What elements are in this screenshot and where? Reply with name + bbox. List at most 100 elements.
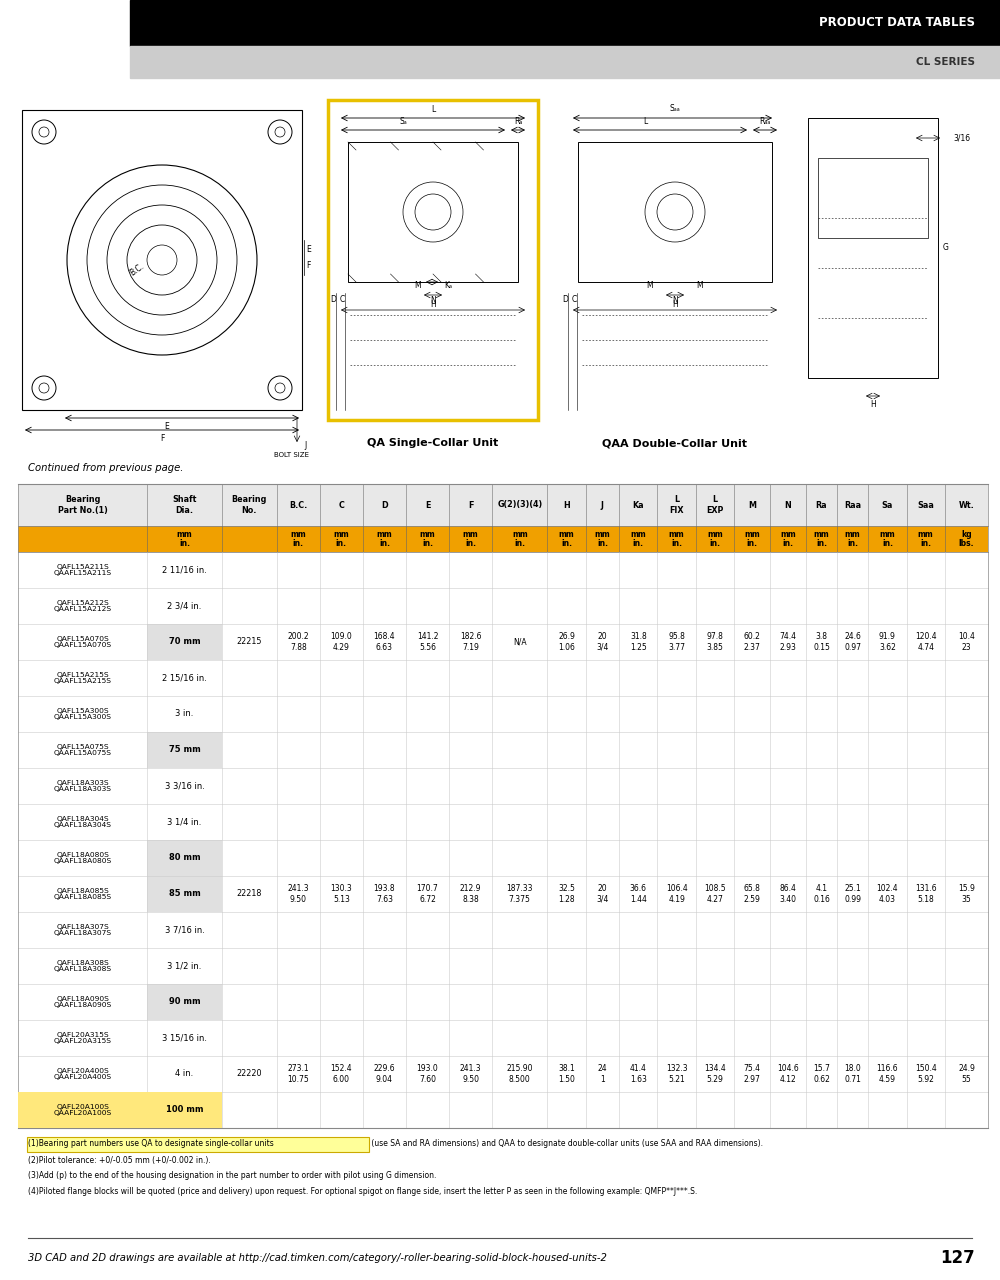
Text: QA Single-Collar Unit: QA Single-Collar Unit [367, 438, 499, 448]
Text: J: J [601, 500, 604, 509]
Text: QAFL20A400S
QAAFL20A400S: QAFL20A400S QAAFL20A400S [54, 1068, 112, 1080]
Text: (3)Add (p) to the end of the housing designation in the part number to order wit: (3)Add (p) to the end of the housing des… [28, 1171, 436, 1180]
Bar [18, 984, 988, 1020]
Text: 141.2
5.56: 141.2 5.56 [417, 632, 438, 652]
Text: 24
1: 24 1 [598, 1065, 607, 1084]
Text: Shaft
Dia.: Shaft Dia. [172, 495, 197, 515]
Text: N: N [672, 296, 678, 305]
Text: 3.8
0.15: 3.8 0.15 [813, 632, 830, 652]
Text: 25.1
0.99: 25.1 0.99 [844, 884, 861, 904]
Bar [18, 911, 988, 948]
Text: 134.4
5.29: 134.4 5.29 [704, 1065, 726, 1084]
Text: 170.7
6.72: 170.7 6.72 [417, 884, 438, 904]
Text: 3 1/2 in.: 3 1/2 in. [167, 961, 202, 970]
Text: QAFL15A300S
QAAFL15A300S: QAFL15A300S QAAFL15A300S [54, 708, 112, 721]
Text: QAFL15A070S
QAAFL15A070S: QAFL15A070S QAAFL15A070S [54, 636, 112, 649]
Text: E: E [306, 246, 311, 255]
Text: N/A: N/A [513, 637, 527, 646]
Text: Sₐₐ: Sₐₐ [670, 104, 680, 113]
Text: 4 in.: 4 in. [175, 1070, 194, 1079]
Bar [18, 623, 988, 660]
Text: L
FIX: L FIX [669, 495, 684, 515]
Text: E: E [165, 422, 169, 431]
Text: 104.6
4.12: 104.6 4.12 [777, 1065, 799, 1084]
Text: H: H [430, 300, 436, 308]
Text: mm
in.: mm in. [595, 530, 610, 548]
Text: 15.9
35: 15.9 35 [958, 884, 975, 904]
Text: 80 mm: 80 mm [169, 854, 200, 863]
Text: G(2)(3)(4): G(2)(3)(4) [497, 500, 542, 509]
Bar [18, 696, 988, 732]
Text: QAFL15A215S
QAAFL15A215S: QAFL15A215S QAAFL15A215S [54, 672, 112, 685]
Text: 200.2
7.88: 200.2 7.88 [287, 632, 309, 652]
Text: (use SA and RA dimensions) and QAA to designate double-collar units (use SAA and: (use SA and RA dimensions) and QAA to de… [369, 1139, 763, 1148]
Text: H: H [870, 399, 876, 410]
Text: mm
in.: mm in. [744, 530, 760, 548]
Text: C: C [339, 296, 345, 305]
Bar [328, 100, 538, 420]
Text: 24.9
55: 24.9 55 [958, 1065, 975, 1084]
Text: mm
in.: mm in. [512, 530, 528, 548]
Text: 38.1
1.50: 38.1 1.50 [558, 1065, 575, 1084]
Text: 3 7/16 in.: 3 7/16 in. [165, 925, 204, 934]
Bar [18, 804, 988, 840]
Text: QAFL15A211S
QAAFL15A211S: QAFL15A211S QAAFL15A211S [54, 563, 112, 576]
Text: CL SERIES: CL SERIES [916, 58, 975, 67]
Text: 3 in.: 3 in. [175, 709, 194, 718]
Bar [18, 732, 988, 768]
Bar [18, 1092, 988, 1128]
Text: 193.0
7.60: 193.0 7.60 [417, 1065, 438, 1084]
Text: 109.0
4.29: 109.0 4.29 [330, 632, 352, 652]
Text: 20
3/4: 20 3/4 [596, 632, 609, 652]
Text: QAFL20A315S
QAAFL20A315S: QAFL20A315S QAAFL20A315S [54, 1032, 112, 1044]
Text: 75 mm: 75 mm [169, 745, 200, 754]
Text: 3 3/16 in.: 3 3/16 in. [165, 782, 204, 791]
Text: B.C.: B.C. [128, 262, 146, 278]
Text: Saa: Saa [917, 500, 934, 509]
Text: 132.3
5.21: 132.3 5.21 [666, 1065, 687, 1084]
Text: 60.2
2.37: 60.2 2.37 [744, 632, 761, 652]
Bar [18, 526, 988, 552]
Text: Sa: Sa [882, 500, 893, 509]
Bar [808, 118, 938, 378]
Text: M: M [697, 280, 703, 289]
Text: Bearing
No.: Bearing No. [231, 495, 267, 515]
Bar [147, 1092, 222, 1128]
Text: mm
in.: mm in. [880, 530, 895, 548]
Text: 74.4
2.93: 74.4 2.93 [780, 632, 797, 652]
Text: 3 15/16 in.: 3 15/16 in. [162, 1033, 207, 1042]
Text: G: G [943, 243, 949, 252]
Text: QAFL18A307S
QAAFL18A307S: QAFL18A307S QAAFL18A307S [54, 924, 112, 937]
Text: 70 mm: 70 mm [169, 637, 200, 646]
Text: 182.6
7.19: 182.6 7.19 [460, 632, 481, 652]
FancyBboxPatch shape [27, 1137, 369, 1152]
Text: Rₐ: Rₐ [514, 116, 522, 125]
Text: L: L [431, 105, 435, 114]
Text: Sₐ: Sₐ [399, 116, 407, 125]
Text: F: F [306, 261, 310, 270]
Text: 86.4
3.40: 86.4 3.40 [780, 884, 797, 904]
Text: 75.4
2.97: 75.4 2.97 [744, 1065, 761, 1084]
Bar [18, 1056, 988, 1092]
Text: Ka: Ka [633, 500, 644, 509]
Text: 130.3
5.13: 130.3 5.13 [330, 884, 352, 904]
Bar [578, 142, 772, 282]
Text: 187.33
7.375: 187.33 7.375 [507, 884, 533, 904]
Bar [147, 876, 222, 911]
Text: J: J [304, 440, 306, 449]
Text: D: D [562, 296, 568, 305]
Text: QAFL15A212S
QAAFL15A212S: QAFL15A212S QAAFL15A212S [54, 599, 112, 612]
Text: C: C [338, 500, 344, 509]
Text: QAFL20A100S
QAAFL20A100S: QAFL20A100S QAAFL20A100S [54, 1103, 112, 1116]
Text: D: D [381, 500, 388, 509]
Text: 102.4
4.03: 102.4 4.03 [877, 884, 898, 904]
Text: 212.9
8.38: 212.9 8.38 [460, 884, 481, 904]
Bar [18, 768, 988, 804]
Text: mm
in.: mm in. [707, 530, 723, 548]
Bar [18, 1092, 222, 1128]
Text: Kₐ: Kₐ [444, 280, 452, 289]
Bar [147, 984, 222, 1020]
Text: M: M [748, 500, 756, 509]
Text: 241.3
9.50: 241.3 9.50 [460, 1065, 481, 1084]
Text: mm
in.: mm in. [630, 530, 646, 548]
